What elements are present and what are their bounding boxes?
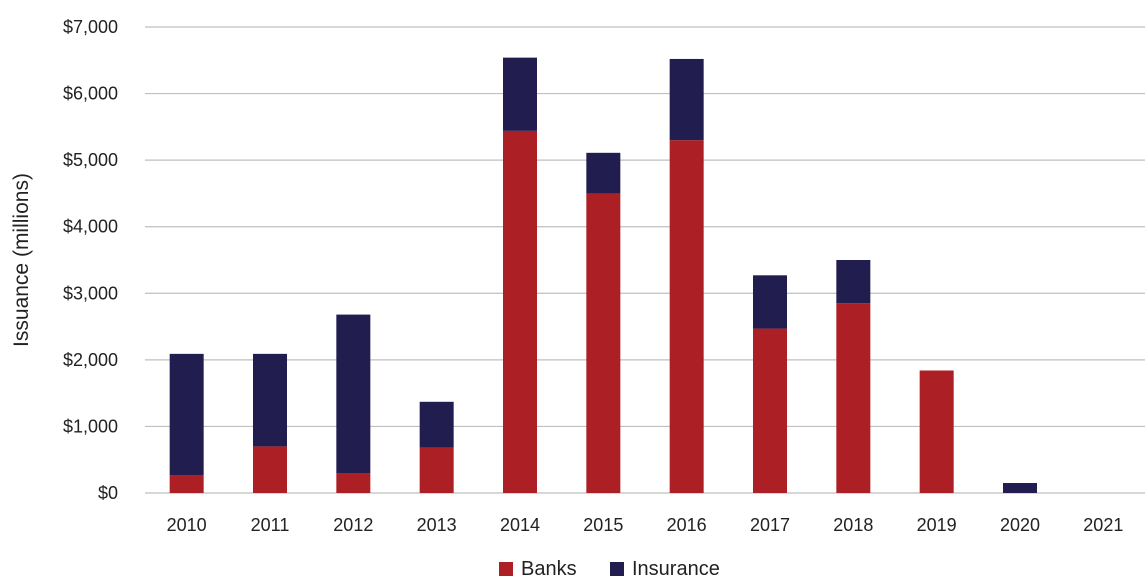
bar-banks-2018 bbox=[836, 303, 871, 493]
bar-banks-2019 bbox=[919, 370, 954, 493]
gridlines bbox=[145, 26, 1145, 494]
x-tick-label: 2016 bbox=[667, 515, 707, 535]
legend: Banks Insurance bbox=[499, 558, 720, 580]
bar-insurance-2015 bbox=[586, 152, 621, 194]
y-tick-label: $1,000 bbox=[63, 416, 118, 436]
x-tick-label: 2015 bbox=[583, 515, 623, 535]
bar-banks-2010 bbox=[169, 475, 204, 493]
bar-insurance-2013 bbox=[419, 401, 454, 448]
legend-swatch-insurance bbox=[610, 562, 624, 576]
bar-banks-2011 bbox=[253, 446, 287, 493]
legend-label-banks: Banks bbox=[521, 558, 577, 580]
bar-insurance-2012 bbox=[336, 314, 371, 474]
x-axis-tick-labels: 2010 2011 2012 2013 2014 2015 2016 2017 2018 2019… bbox=[167, 515, 1124, 535]
x-tick-label: 2013 bbox=[417, 515, 457, 535]
y-tick-label: $0 bbox=[98, 483, 118, 503]
bar-insurance-2014 bbox=[503, 57, 537, 131]
bar-insurance-2020 bbox=[1003, 483, 1037, 493]
bar-insurance-2017 bbox=[753, 275, 787, 329]
y-axis-title: Issuance (millions) bbox=[10, 173, 33, 347]
x-tick-label: 2010 bbox=[167, 515, 207, 535]
x-tick-label: 2014 bbox=[500, 515, 540, 535]
bar-banks-2014 bbox=[503, 130, 537, 493]
bar-banks-2016 bbox=[669, 140, 704, 493]
x-tick-label: 2011 bbox=[251, 515, 290, 535]
bar-banks-2015 bbox=[586, 193, 621, 493]
bar-banks-2013 bbox=[419, 447, 454, 493]
legend-label-insurance: Insurance bbox=[632, 558, 720, 580]
y-tick-label: $2,000 bbox=[63, 350, 118, 370]
bar-banks-2012 bbox=[336, 473, 371, 493]
bars bbox=[169, 57, 1037, 493]
y-tick-label: $5,000 bbox=[63, 150, 118, 170]
bar-insurance-2010 bbox=[169, 353, 204, 476]
x-tick-label: 2018 bbox=[833, 515, 873, 535]
y-tick-label: $4,000 bbox=[63, 217, 118, 237]
legend-swatch-banks bbox=[499, 562, 513, 576]
bar-banks-2017 bbox=[753, 328, 787, 493]
x-tick-label: 2020 bbox=[1000, 515, 1040, 535]
bar-insurance-2018 bbox=[836, 260, 871, 304]
x-tick-label: 2012 bbox=[333, 515, 373, 535]
x-tick-label: 2017 bbox=[750, 515, 790, 535]
bar-insurance-2016 bbox=[669, 58, 704, 141]
bar-insurance-2011 bbox=[253, 353, 287, 447]
y-tick-label: $6,000 bbox=[63, 84, 118, 104]
y-tick-label: $7,000 bbox=[63, 17, 118, 37]
x-tick-label: 2019 bbox=[917, 515, 957, 535]
y-tick-label: $3,000 bbox=[63, 283, 118, 303]
y-axis-tick-labels: $0 $1,000 $2,000 $3,000 $4,000 $5,000 $6,000 $7… bbox=[63, 17, 118, 503]
x-tick-label: 2021 bbox=[1083, 515, 1123, 535]
